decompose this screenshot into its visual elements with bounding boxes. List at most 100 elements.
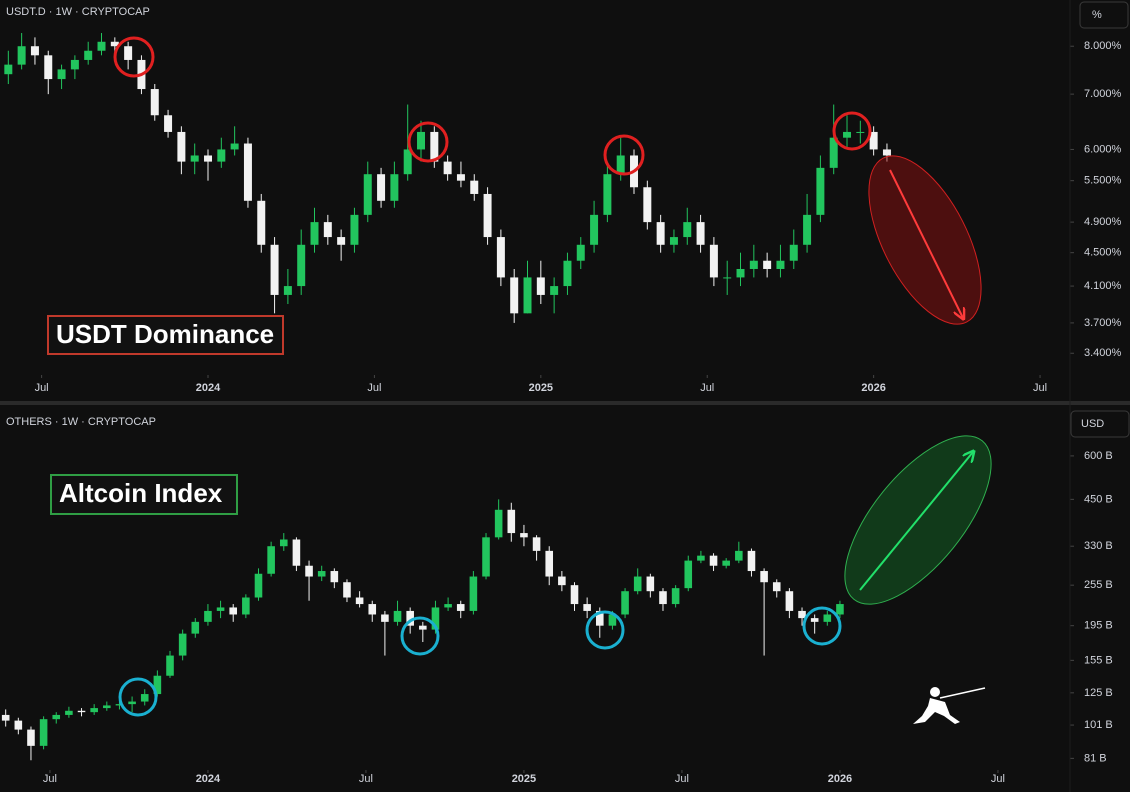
candle-body	[772, 582, 781, 592]
x-tick-label: 2026	[828, 773, 852, 785]
candle-body	[545, 550, 554, 577]
annotation-box	[50, 474, 238, 515]
candle-body	[204, 610, 212, 622]
x-tick-label: Jul	[700, 382, 714, 394]
x-tick-label: 2025	[529, 382, 553, 394]
candle-body	[14, 720, 23, 730]
candle-body	[431, 607, 440, 630]
candle-body	[590, 214, 599, 245]
candle-body	[570, 585, 579, 605]
candle-body	[110, 41, 119, 47]
candle-body	[363, 174, 372, 215]
candle-body	[616, 155, 625, 175]
candle-body	[785, 591, 794, 611]
candle-body	[317, 571, 326, 577]
annotation-box	[47, 315, 284, 355]
x-tick-label: Jul	[1033, 382, 1047, 394]
candle-body	[882, 149, 891, 156]
unit-button[interactable]	[1079, 1, 1129, 29]
candle-body	[217, 149, 226, 162]
chart-title: USDT.D · 1W · CRYPTOCAP	[6, 6, 150, 18]
candle-body	[843, 131, 852, 138]
candle-body	[470, 180, 479, 194]
y-tick-label: 81 B	[1084, 752, 1107, 764]
candle-body	[816, 167, 825, 215]
x-tick-label: 2025	[512, 773, 536, 785]
x-tick-label: Jul	[35, 382, 49, 394]
candle-body	[230, 143, 239, 150]
candle-body	[656, 222, 665, 245]
y-tick-label: 7.000%	[1084, 88, 1122, 100]
candle-body	[803, 214, 812, 245]
candle-body	[669, 237, 678, 245]
chart-title: OTHERS · 1W · CRYPTOCAP	[6, 416, 156, 428]
candle-body	[856, 131, 865, 133]
candle-body	[166, 655, 174, 676]
candle-body	[723, 277, 732, 279]
candle-body	[57, 69, 66, 80]
candle-body	[482, 537, 490, 577]
y-tick-label: 4.500%	[1084, 247, 1122, 259]
logo	[913, 687, 986, 724]
candle-body	[722, 560, 730, 566]
candle-body	[417, 131, 426, 150]
candle-body	[643, 187, 652, 223]
candle-body	[709, 555, 718, 566]
y-tick-label: 155 B	[1084, 654, 1113, 666]
candle-body	[279, 539, 288, 547]
candle-body	[177, 131, 186, 162]
candle-body	[829, 137, 838, 168]
candle-body	[97, 41, 106, 51]
x-tick-label: Jul	[359, 773, 373, 785]
highlight-circles	[118, 606, 842, 717]
x-tick-label: Jul	[675, 773, 689, 785]
candle-body	[671, 588, 680, 605]
candle-body	[150, 89, 159, 116]
candle-body	[532, 537, 541, 551]
candle-body	[583, 604, 591, 611]
candle-body	[377, 174, 386, 201]
candle-body	[456, 604, 465, 611]
candle-body	[823, 614, 832, 622]
candle-body	[90, 708, 98, 713]
candle-body	[507, 509, 516, 534]
candle-body	[30, 46, 39, 56]
x-tick-label: 2026	[861, 382, 885, 394]
candle-body	[257, 200, 266, 245]
candle-body	[368, 604, 377, 615]
candle-body	[124, 46, 133, 60]
candle-body	[77, 710, 86, 713]
candle-body	[494, 509, 503, 538]
y-tick-label: 8.000%	[1084, 40, 1122, 52]
candle-body	[178, 633, 187, 656]
candle-body	[270, 244, 279, 295]
candle-body	[443, 161, 452, 175]
candle-body	[684, 560, 693, 589]
candle-body	[683, 222, 692, 238]
candle-body	[103, 705, 111, 709]
candle-body	[128, 701, 136, 705]
candle-body	[390, 174, 399, 201]
candle-body	[496, 237, 505, 278]
candle-body	[84, 50, 93, 60]
candle-body	[39, 719, 48, 746]
candle-body	[469, 576, 478, 611]
y-tick-label: 5.500%	[1084, 175, 1122, 187]
y-tick-label: 600 B	[1084, 450, 1113, 462]
candle-body	[283, 286, 292, 295]
candle-body	[646, 576, 655, 592]
candle-body	[297, 244, 306, 287]
candle-body	[242, 597, 250, 615]
candle-body	[406, 610, 414, 626]
candle-body	[381, 614, 389, 622]
annotation: USDT Dominance	[56, 319, 274, 349]
y-tick-label: 4.900%	[1084, 216, 1122, 228]
candle-body	[603, 174, 612, 215]
candle-body	[323, 222, 332, 238]
y-tick-label: 3.400%	[1084, 347, 1122, 359]
candle-body	[735, 550, 743, 561]
candle-body	[164, 115, 173, 132]
candle-body	[44, 55, 53, 80]
unit-button[interactable]	[1070, 410, 1130, 438]
